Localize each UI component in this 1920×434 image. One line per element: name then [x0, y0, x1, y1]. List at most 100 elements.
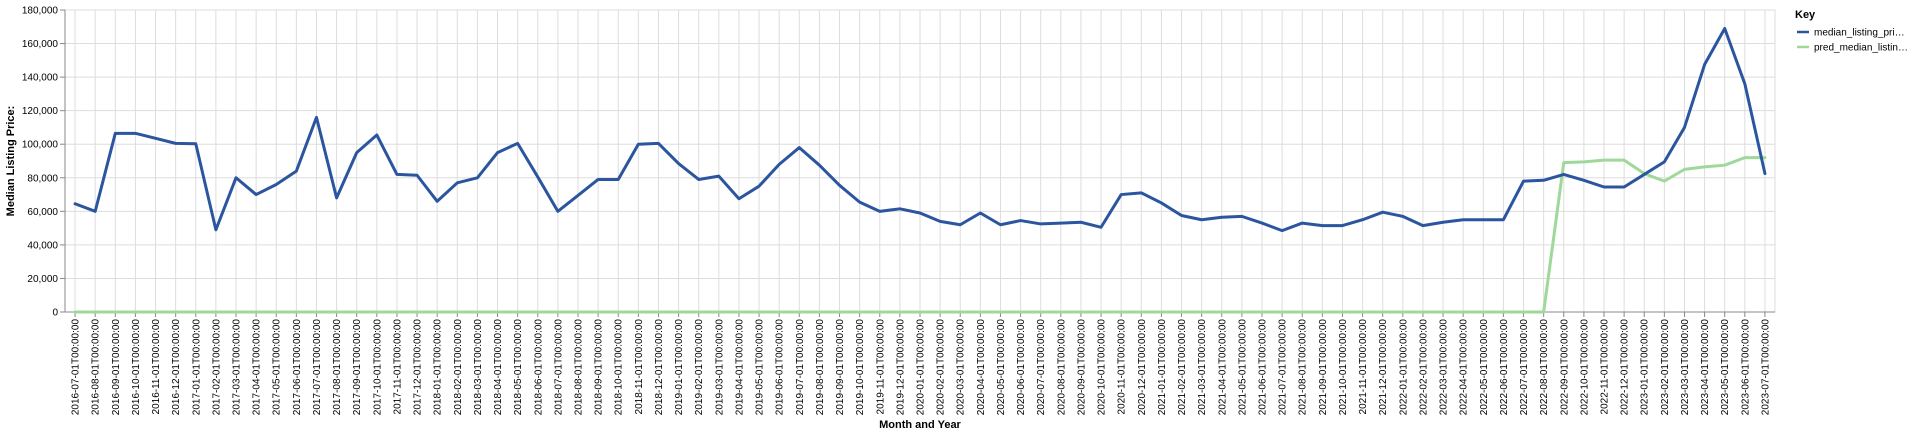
x-tick-label: 2021-03-01T00:00:00 [1197, 319, 1208, 416]
y-tick-label: 180,000 [22, 6, 59, 17]
x-tick-label: 2022-02-01T00:00:00 [1418, 319, 1429, 416]
x-tick-label: 2022-01-01T00:00:00 [1398, 319, 1409, 416]
x-tick-label: 2020-12-01T00:00:00 [1137, 319, 1148, 416]
x-tick-label: 2022-12-01T00:00:00 [1620, 319, 1631, 416]
x-tick-label: 2020-03-01T00:00:00 [956, 319, 967, 416]
x-tick-label: 2023-03-01T00:00:00 [1680, 319, 1691, 416]
x-tick-label: 2019-05-01T00:00:00 [755, 319, 766, 416]
x-axis-title: Month and Year [879, 419, 961, 431]
y-tick-label: 80,000 [27, 173, 58, 184]
x-tick-label: 2017-12-01T00:00:00 [413, 319, 424, 416]
x-tick-label: 2022-10-01T00:00:00 [1579, 319, 1590, 416]
x-tick-label: 2020-08-01T00:00:00 [1056, 319, 1067, 416]
x-tick-label: 2018-10-01T00:00:00 [614, 319, 625, 416]
x-tick-label: 2021-04-01T00:00:00 [1217, 319, 1228, 416]
x-tick-label: 2020-02-01T00:00:00 [936, 319, 947, 416]
x-tick-label: 2019-03-01T00:00:00 [714, 319, 725, 416]
x-tick-label: 2021-09-01T00:00:00 [1318, 319, 1329, 416]
x-tick-label: 2016-08-01T00:00:00 [91, 319, 102, 416]
x-tick-label: 2017-04-01T00:00:00 [252, 319, 263, 416]
x-tick-label: 2019-06-01T00:00:00 [775, 319, 786, 416]
x-tick-label: 2021-07-01T00:00:00 [1278, 319, 1289, 416]
x-tick-label: 2018-08-01T00:00:00 [574, 319, 585, 416]
x-tick-label: 2017-09-01T00:00:00 [352, 319, 363, 416]
x-tick-label: 2023-07-01T00:00:00 [1760, 319, 1771, 416]
x-tick-label: 2022-09-01T00:00:00 [1559, 319, 1570, 416]
y-tick-label: 0 [52, 308, 58, 319]
x-tick-label: 2019-04-01T00:00:00 [734, 319, 745, 416]
x-tick-label: 2022-08-01T00:00:00 [1539, 319, 1550, 416]
x-tick-label: 2020-04-01T00:00:00 [976, 319, 987, 416]
x-tick-label: 2018-02-01T00:00:00 [453, 319, 464, 416]
y-axis-title: Median Listing Price: [5, 106, 17, 217]
x-tick-label: 2020-01-01T00:00:00 [916, 319, 927, 416]
x-tick-label: 2022-06-01T00:00:00 [1499, 319, 1510, 416]
x-tick-label: 2020-09-01T00:00:00 [1076, 319, 1087, 416]
y-tick-label: 20,000 [27, 274, 58, 285]
legend-title: Key [1795, 9, 1816, 21]
x-tick-label: 2016-11-01T00:00:00 [151, 319, 162, 415]
x-tick-label: 2018-11-01T00:00:00 [634, 319, 645, 415]
y-tick-label: 160,000 [22, 39, 59, 50]
x-tick-label: 2017-11-01T00:00:00 [392, 319, 403, 415]
y-tick-label: 120,000 [22, 106, 59, 117]
y-tick-label: 140,000 [22, 73, 59, 84]
x-tick-label: 2018-12-01T00:00:00 [654, 319, 665, 416]
x-tick-label: 2023-02-01T00:00:00 [1660, 319, 1671, 416]
x-tick-label: 2021-12-01T00:00:00 [1378, 319, 1389, 416]
y-tick-label: 100,000 [22, 140, 59, 151]
x-tick-label: 2021-06-01T00:00:00 [1258, 319, 1269, 416]
y-tick-label: 60,000 [27, 207, 58, 218]
x-tick-label: 2019-09-01T00:00:00 [835, 319, 846, 416]
series-layer [73, 26, 1767, 314]
x-tick-label: 2023-04-01T00:00:00 [1700, 319, 1711, 416]
x-tick-label: 2018-04-01T00:00:00 [493, 319, 504, 416]
legend-label: median_listing_pri… [1814, 28, 1905, 39]
x-tick-label: 2018-05-01T00:00:00 [513, 319, 524, 416]
x-tick-label: 2022-05-01T00:00:00 [1479, 319, 1490, 416]
legend-label: pred_median_listin… [1814, 43, 1908, 54]
x-tick-label: 2017-10-01T00:00:00 [372, 319, 383, 416]
x-tick-label: 2021-11-01T00:00:00 [1358, 319, 1369, 415]
x-tick-label: 2021-02-01T00:00:00 [1177, 319, 1188, 416]
x-tick-label: 2021-10-01T00:00:00 [1338, 319, 1349, 416]
x-tick-label: 2016-09-01T00:00:00 [111, 319, 122, 416]
x-tick-label: 2022-04-01T00:00:00 [1459, 319, 1470, 416]
y-tick-label: 40,000 [27, 240, 58, 251]
x-tick-label: 2019-12-01T00:00:00 [895, 319, 906, 416]
x-tick-label: 2016-07-01T00:00:00 [71, 319, 82, 416]
x-tick-label: 2023-05-01T00:00:00 [1720, 319, 1731, 416]
x-tick-label: 2023-06-01T00:00:00 [1740, 319, 1751, 416]
x-tick-label: 2017-05-01T00:00:00 [272, 319, 283, 416]
series-line [73, 26, 1767, 233]
x-tick-label: 2019-08-01T00:00:00 [815, 319, 826, 416]
x-tick-label: 2021-05-01T00:00:00 [1237, 319, 1248, 416]
x-tick-label: 2018-06-01T00:00:00 [533, 319, 544, 416]
x-tick-label: 2017-08-01T00:00:00 [332, 319, 343, 416]
x-tick-label: 2019-01-01T00:00:00 [674, 319, 685, 416]
x-tick-label: 2020-07-01T00:00:00 [1036, 319, 1047, 416]
x-tick-label: 2021-08-01T00:00:00 [1298, 319, 1309, 416]
x-tick-label: 2022-03-01T00:00:00 [1439, 319, 1450, 416]
x-tick-label: 2020-11-01T00:00:00 [1117, 319, 1128, 415]
x-tick-label: 2020-10-01T00:00:00 [1097, 319, 1108, 416]
x-tick-label: 2019-02-01T00:00:00 [694, 319, 705, 416]
x-axis: 2016-07-01T00:00:00 2016-08-01T00:00:00 20… [65, 311, 1775, 416]
x-tick-label: 2021-01-01T00:00:00 [1157, 319, 1168, 416]
x-tick-label: 2016-10-01T00:00:00 [131, 319, 142, 416]
x-tick-label: 2023-01-01T00:00:00 [1640, 319, 1651, 416]
x-tick-label: 2016-12-01T00:00:00 [171, 319, 182, 416]
x-tick-label: 2017-07-01T00:00:00 [312, 319, 323, 416]
x-tick-label: 2018-01-01T00:00:00 [433, 319, 444, 416]
x-tick-label: 2019-11-01T00:00:00 [875, 319, 886, 415]
x-tick-label: 2022-11-01T00:00:00 [1600, 319, 1611, 415]
x-tick-label: 2018-03-01T00:00:00 [473, 319, 484, 416]
x-tick-label: 2020-06-01T00:00:00 [1016, 319, 1027, 416]
x-tick-label: 2017-02-01T00:00:00 [211, 319, 222, 416]
x-tick-label: 2019-10-01T00:00:00 [855, 319, 866, 416]
x-tick-label: 2018-09-01T00:00:00 [594, 319, 605, 416]
x-tick-label: 2018-07-01T00:00:00 [553, 319, 564, 416]
x-tick-label: 2017-06-01T00:00:00 [292, 319, 303, 416]
x-tick-label: 2019-07-01T00:00:00 [795, 319, 806, 416]
